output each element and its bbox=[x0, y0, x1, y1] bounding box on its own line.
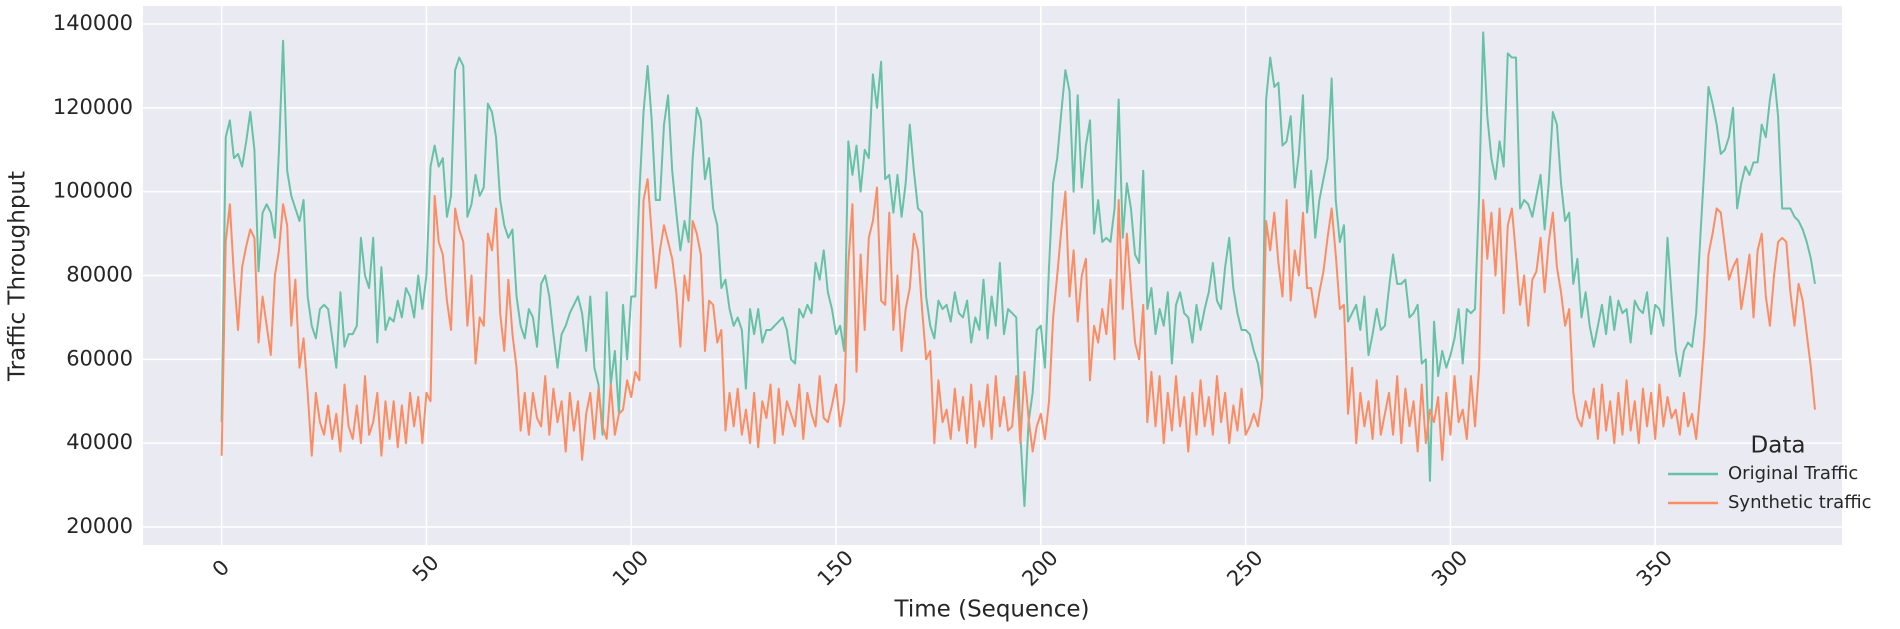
x-tick-label: 150 bbox=[813, 546, 858, 591]
legend-label: Original Traffic bbox=[1728, 463, 1858, 484]
y-tick-label: 100000 bbox=[53, 179, 133, 203]
x-axis-label: Time (Sequence) bbox=[894, 597, 1090, 623]
y-tick-label: 80000 bbox=[66, 263, 133, 287]
y-tick-label: 20000 bbox=[66, 514, 133, 538]
y-tick-label: 120000 bbox=[53, 95, 133, 119]
x-tick-label: 250 bbox=[1222, 546, 1267, 591]
x-tick-label: 350 bbox=[1632, 546, 1677, 591]
y-tick-label: 140000 bbox=[53, 11, 133, 35]
series-line bbox=[220, 178, 1816, 461]
x-tick-label: 50 bbox=[408, 550, 444, 586]
y-axis-label: Traffic Throughput bbox=[5, 171, 31, 382]
y-tick-label: 60000 bbox=[66, 346, 133, 370]
x-tick-label: 0 bbox=[208, 555, 234, 581]
x-tick-label: 200 bbox=[1017, 546, 1062, 591]
series-line bbox=[220, 31, 1816, 508]
x-tick-label: 100 bbox=[608, 546, 653, 591]
x-tick-label: 300 bbox=[1427, 546, 1472, 591]
legend-title: Data bbox=[1751, 433, 1806, 459]
y-tick-label: 40000 bbox=[66, 430, 133, 454]
legend-label: Synthetic traffic bbox=[1728, 492, 1872, 513]
